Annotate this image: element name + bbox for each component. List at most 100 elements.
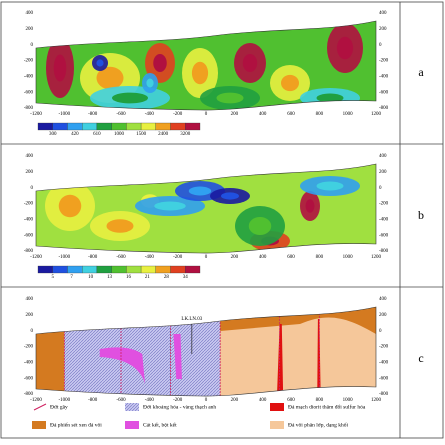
y-tick-label: -200 xyxy=(379,202,389,207)
legend-label: Đá vôi phân lớp, dạng khối xyxy=(288,421,349,428)
x-tick-label: -800 xyxy=(88,112,98,117)
outline xyxy=(35,163,377,254)
anomaly-core xyxy=(154,201,186,211)
colorbar-label: 420 xyxy=(71,132,79,137)
x-tick-label: 0 xyxy=(205,112,208,117)
outline xyxy=(35,20,377,111)
x-tick-label: -1200 xyxy=(30,398,42,403)
x-tick-label: 800 xyxy=(316,398,324,403)
colorbar-swatch xyxy=(155,265,171,274)
colorbar-label: 7 xyxy=(70,275,73,280)
x-tick-label: 0 xyxy=(205,255,208,260)
anomaly-core xyxy=(58,194,82,218)
colorbar-label: 3200 xyxy=(180,132,191,137)
x-tick-label: -400 xyxy=(145,112,155,117)
anomaly-core xyxy=(248,217,272,235)
anomaly-core xyxy=(112,92,148,104)
y-tick-label: 0 xyxy=(379,186,382,191)
y-tick-label: 0 xyxy=(379,43,382,48)
y-tick-label: -400 xyxy=(379,217,389,222)
x-tick-label: -600 xyxy=(116,112,126,117)
y-tick-label: 200 xyxy=(26,170,34,175)
colorbar-swatch xyxy=(96,265,112,274)
panel-label: a xyxy=(418,65,424,79)
y-tick-label: -200 xyxy=(379,59,389,64)
x-tick-label: -600 xyxy=(116,255,126,260)
y-tick-label: -800 xyxy=(379,392,389,397)
anomaly-core xyxy=(146,78,154,88)
legend-swatch xyxy=(33,403,47,411)
anomaly-core xyxy=(106,219,134,233)
x-tick-label: -400 xyxy=(145,398,155,403)
colorbar-swatch xyxy=(67,122,83,131)
colorbar-label: 610 xyxy=(93,132,101,137)
legend-swatch xyxy=(125,403,139,411)
colorbar-swatch xyxy=(82,265,98,274)
x-tick-label: 0 xyxy=(205,398,208,403)
x-tick-label: 400 xyxy=(259,255,267,260)
anomaly-core xyxy=(316,181,344,191)
legend-swatch xyxy=(32,421,46,429)
y-tick-label: -800 xyxy=(24,392,34,397)
colorbar-label: 34 xyxy=(183,275,189,280)
legend-swatch xyxy=(270,421,284,429)
y-tick-label: -600 xyxy=(24,233,34,238)
y-tick-label: 0 xyxy=(31,329,34,334)
y-tick-label: -200 xyxy=(24,345,34,350)
panel-label: c xyxy=(418,351,423,365)
x-tick-label: -1200 xyxy=(30,255,42,260)
sandstone xyxy=(173,334,182,379)
colorbar-label: 300 xyxy=(49,132,57,137)
y-tick-label: -200 xyxy=(379,345,389,350)
x-tick-label: 1200 xyxy=(371,255,382,260)
y-tick-label: -600 xyxy=(379,233,389,238)
x-tick-label: -1000 xyxy=(58,112,70,117)
x-tick-label: -200 xyxy=(173,398,183,403)
colorbar-swatch xyxy=(111,265,127,274)
anomaly-core xyxy=(188,186,212,196)
x-tick-label: -1000 xyxy=(58,255,70,260)
y-tick-label: 400 xyxy=(26,11,34,16)
y-tick-label: -200 xyxy=(24,202,34,207)
x-tick-label: 600 xyxy=(287,255,295,260)
y-tick-label: -800 xyxy=(24,249,34,254)
colorbar-swatch xyxy=(140,265,156,274)
y-tick-label: -600 xyxy=(24,376,34,381)
y-tick-label: -800 xyxy=(24,106,34,111)
x-tick-label: 600 xyxy=(287,398,295,403)
colorbar-label: 10 xyxy=(88,275,94,280)
y-tick-label: -800 xyxy=(379,106,389,111)
colorbar-swatch xyxy=(37,122,53,131)
section xyxy=(36,164,376,254)
anomaly-core xyxy=(53,54,67,82)
colorbar-swatch xyxy=(155,122,171,131)
y-tick-label: 0 xyxy=(31,43,34,48)
anomaly-core xyxy=(153,54,167,72)
colorbar-swatch xyxy=(126,122,142,131)
y-tick-label: -400 xyxy=(24,74,34,79)
colorbar-label: 1500 xyxy=(136,132,147,137)
colorbar-label: 5 xyxy=(51,275,54,280)
x-tick-label: -1000 xyxy=(58,398,70,403)
colorbar-label: 2400 xyxy=(158,132,169,137)
x-tick-label: 400 xyxy=(259,398,267,403)
legend-label: Đới khoáng hóa - vàng thạch anh xyxy=(143,404,216,410)
y-tick-label: 400 xyxy=(379,297,387,302)
section xyxy=(36,21,376,111)
outline xyxy=(35,306,377,397)
legend-label: Đứt gãy xyxy=(50,404,68,410)
sandstone xyxy=(99,347,146,384)
y-tick-label: -400 xyxy=(24,217,34,222)
x-tick-label: -400 xyxy=(145,255,155,260)
y-tick-label: 0 xyxy=(379,329,382,334)
y-tick-label: -400 xyxy=(379,360,389,365)
colorbar-swatch xyxy=(170,265,186,274)
anomaly-core xyxy=(216,92,244,104)
section xyxy=(36,307,376,397)
x-tick-label: 1000 xyxy=(343,398,354,403)
legend-swatch xyxy=(270,403,284,411)
y-tick-label: 0 xyxy=(31,186,34,191)
anomaly-core xyxy=(96,66,124,90)
colorbar-label: 21 xyxy=(145,275,151,280)
anomaly-core xyxy=(305,199,315,213)
